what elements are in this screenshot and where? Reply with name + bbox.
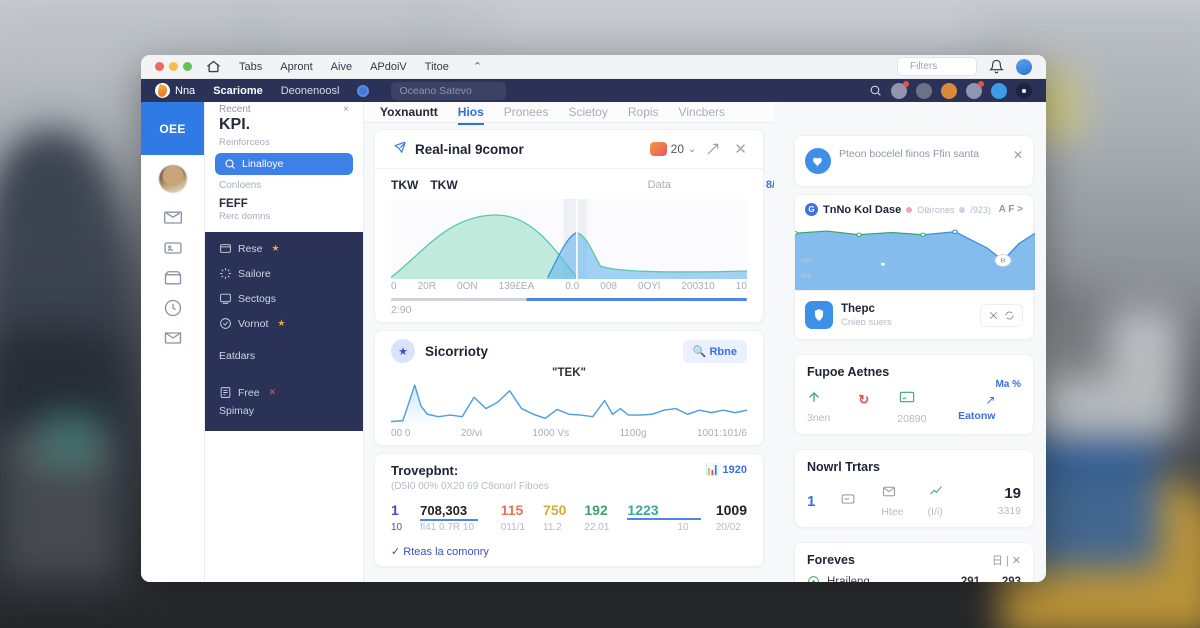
svg-text:B: B	[1000, 259, 1006, 265]
svg-text:N5: N5	[801, 259, 811, 265]
svg-text:N4: N4	[801, 273, 811, 279]
